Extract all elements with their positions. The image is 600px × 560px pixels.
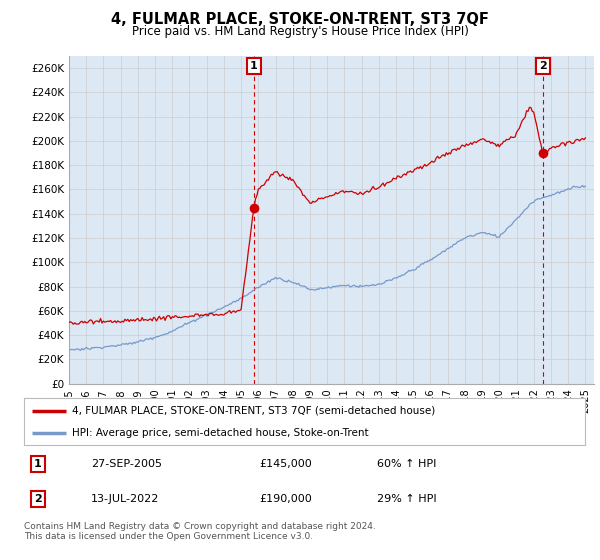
Text: £145,000: £145,000 — [260, 459, 313, 469]
Text: 4, FULMAR PLACE, STOKE-ON-TRENT, ST3 7QF: 4, FULMAR PLACE, STOKE-ON-TRENT, ST3 7QF — [111, 12, 489, 27]
Text: HPI: Average price, semi-detached house, Stoke-on-Trent: HPI: Average price, semi-detached house,… — [71, 428, 368, 438]
Text: 60% ↑ HPI: 60% ↑ HPI — [377, 459, 437, 469]
Text: Contains HM Land Registry data © Crown copyright and database right 2024.
This d: Contains HM Land Registry data © Crown c… — [24, 522, 376, 542]
Text: 27-SEP-2005: 27-SEP-2005 — [91, 459, 163, 469]
Text: 4, FULMAR PLACE, STOKE-ON-TRENT, ST3 7QF (semi-detached house): 4, FULMAR PLACE, STOKE-ON-TRENT, ST3 7QF… — [71, 406, 435, 416]
Text: 1: 1 — [250, 61, 258, 71]
Text: Price paid vs. HM Land Registry's House Price Index (HPI): Price paid vs. HM Land Registry's House … — [131, 25, 469, 38]
Text: 2: 2 — [34, 494, 42, 504]
Text: £190,000: £190,000 — [260, 494, 313, 504]
Text: 29% ↑ HPI: 29% ↑ HPI — [377, 494, 437, 504]
Text: 1: 1 — [34, 459, 42, 469]
Text: 2: 2 — [539, 61, 547, 71]
Text: 13-JUL-2022: 13-JUL-2022 — [91, 494, 160, 504]
